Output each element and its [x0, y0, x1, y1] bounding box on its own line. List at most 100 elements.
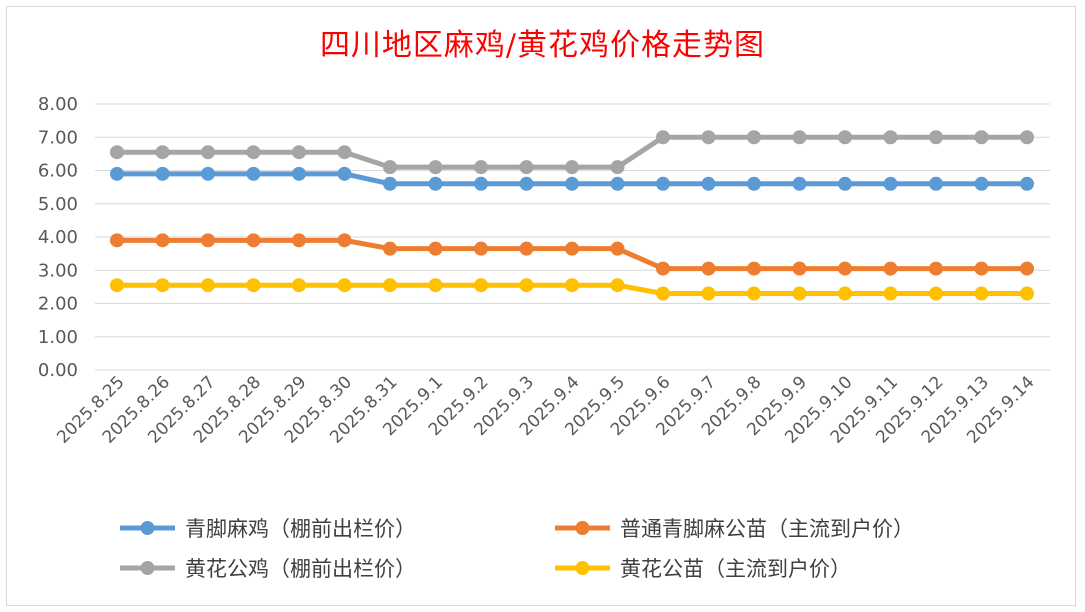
y-tick-label: 7.00	[38, 127, 78, 148]
data-point	[929, 130, 943, 145]
data-point	[428, 176, 443, 191]
data-point	[519, 241, 534, 256]
data-point	[519, 278, 534, 293]
legend-label: 黄花公鸡（棚前出栏价）	[185, 557, 416, 581]
chart-title: 四川地区麻鸡/黄花鸡价格走势图	[319, 28, 766, 63]
legend-label: 青脚麻鸡（棚前出栏价）	[185, 517, 416, 541]
legend-swatch-marker	[140, 521, 155, 535]
data-point	[201, 145, 215, 160]
data-point	[974, 130, 989, 145]
y-tick-label: 1.00	[38, 327, 78, 348]
data-point	[474, 176, 488, 191]
y-axis-ticks: 8.00 7.00 6.00 5.00 4.00 3.00 2.00 1.00 0.00	[38, 94, 78, 381]
data-point	[1020, 286, 1034, 301]
legend-item: 黄花公苗（主流到户价）	[555, 557, 851, 581]
y-tick-label: 3.00	[38, 260, 78, 281]
gridlines	[95, 103, 1050, 371]
data-point	[792, 176, 807, 191]
data-point	[1020, 130, 1034, 145]
data-point	[838, 286, 852, 301]
data-point	[155, 145, 170, 160]
data-point	[883, 261, 898, 276]
data-point	[246, 145, 261, 160]
data-point	[428, 241, 443, 256]
x-axis-ticks: 2025.8.252025.8.262025.8.272025.8.282025…	[53, 372, 1038, 447]
legend-swatch-marker	[575, 521, 590, 535]
legend-label: 黄花公苗（主流到户价）	[620, 557, 851, 581]
data-point	[155, 278, 170, 293]
data-point	[838, 176, 852, 191]
data-point	[292, 166, 306, 181]
legend-item: 黄花公鸡（棚前出栏价）	[120, 557, 416, 581]
data-point	[337, 278, 352, 293]
data-point	[974, 261, 989, 276]
data-point	[883, 176, 898, 191]
data-point	[929, 261, 943, 276]
data-point	[428, 278, 443, 293]
series-group	[110, 130, 1034, 301]
y-tick-label: 8.00	[38, 94, 78, 115]
legend-swatch-marker	[140, 561, 155, 575]
data-point	[565, 176, 579, 191]
data-point	[747, 286, 761, 301]
data-point	[701, 286, 716, 301]
data-point	[610, 278, 625, 293]
data-point	[337, 145, 352, 160]
legend-item: 普通青脚麻公苗（主流到户价）	[555, 517, 914, 541]
data-point	[337, 233, 352, 248]
data-point	[246, 233, 261, 248]
data-point	[428, 160, 443, 175]
data-point	[1020, 261, 1034, 276]
data-point	[155, 233, 170, 248]
data-point	[292, 278, 306, 293]
data-point	[519, 160, 534, 175]
data-point	[610, 160, 625, 175]
data-point	[110, 145, 124, 160]
data-point	[155, 166, 170, 181]
data-point	[747, 176, 761, 191]
data-point	[383, 176, 397, 191]
y-tick-label: 4.00	[38, 227, 78, 248]
data-point	[337, 166, 352, 181]
data-point	[838, 130, 852, 145]
legend-item: 青脚麻鸡（棚前出栏价）	[120, 517, 416, 541]
data-point	[610, 241, 625, 256]
data-point	[792, 261, 807, 276]
data-point	[110, 278, 124, 293]
chart-frame	[6, 6, 1076, 606]
data-point	[929, 286, 943, 301]
data-point	[747, 130, 761, 145]
data-point	[792, 130, 807, 145]
y-tick-label: 0.00	[38, 360, 78, 381]
data-point	[201, 233, 215, 248]
data-point	[883, 286, 898, 301]
data-point	[201, 278, 215, 293]
data-point	[110, 233, 124, 248]
data-point	[383, 241, 397, 256]
series-1	[110, 233, 1034, 276]
data-point	[246, 166, 261, 181]
data-point	[565, 160, 579, 175]
data-point	[246, 278, 261, 293]
series-0	[110, 166, 1034, 191]
data-point	[656, 130, 670, 145]
data-point	[656, 176, 670, 191]
data-point	[383, 278, 397, 293]
data-point	[383, 160, 397, 175]
y-tick-label: 6.00	[38, 161, 78, 182]
series-2	[110, 130, 1034, 175]
y-tick-label: 2.00	[38, 294, 78, 315]
data-point	[565, 278, 579, 293]
data-point	[838, 261, 852, 276]
data-point	[610, 176, 625, 191]
data-point	[292, 145, 306, 160]
data-point	[474, 278, 488, 293]
data-point	[792, 286, 807, 301]
data-point	[474, 160, 488, 175]
y-tick-label: 5.00	[38, 194, 78, 215]
data-point	[201, 166, 215, 181]
data-point	[929, 176, 943, 191]
data-point	[474, 241, 488, 256]
data-point	[974, 176, 989, 191]
